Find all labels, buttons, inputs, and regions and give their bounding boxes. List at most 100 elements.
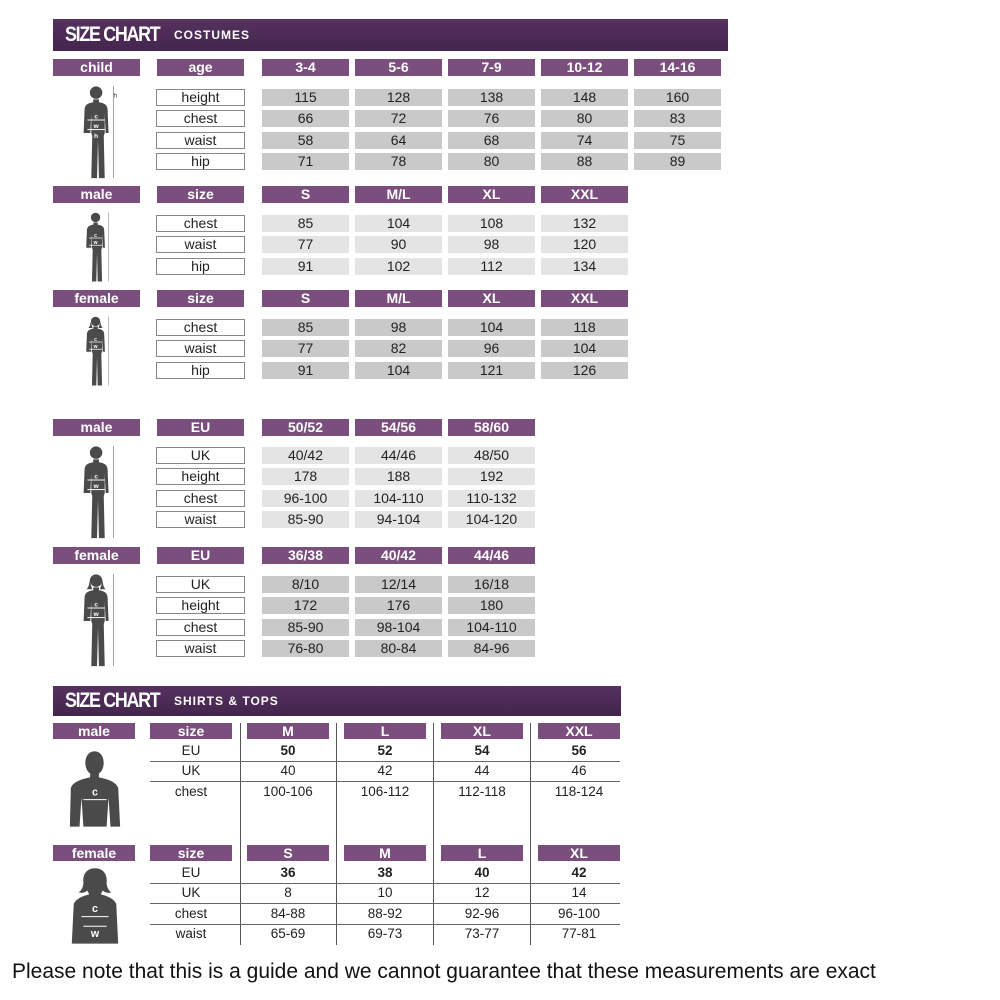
table-cell: 85-90 xyxy=(262,618,349,636)
group-label: male xyxy=(53,186,140,203)
table-cell: 115 xyxy=(262,89,349,106)
svg-text:w: w xyxy=(92,123,99,130)
table-cell: 98-104 xyxy=(355,618,442,636)
female-figure-icon: cw xyxy=(83,573,114,667)
table-cell: 12/14 xyxy=(355,576,442,593)
column-header: 58/60 xyxy=(448,419,535,436)
svg-text:c: c xyxy=(94,233,97,239)
table-cell: 8 xyxy=(284,885,292,901)
table-cell: 77-81 xyxy=(561,925,597,941)
row-label: chest xyxy=(156,215,245,232)
row-divider xyxy=(150,923,620,925)
table-cell: 42 xyxy=(377,763,393,779)
table-cell: 110-132 xyxy=(448,489,535,507)
svg-text:w: w xyxy=(93,344,98,350)
row-label: chest xyxy=(174,783,208,799)
row-label: hip xyxy=(156,152,245,170)
row-label: EU xyxy=(181,743,201,758)
header-label: EU xyxy=(157,419,244,436)
table-cell: 80-84 xyxy=(355,639,442,657)
table-cell: 104 xyxy=(355,361,442,379)
row-label: chest xyxy=(156,489,245,507)
row-divider xyxy=(150,883,620,884)
table-cell: 78 xyxy=(355,152,442,170)
column-header: 50/52 xyxy=(262,419,349,436)
table-cell: 36 xyxy=(280,865,296,880)
table-cell: 38 xyxy=(377,865,393,880)
table-cell: 188 xyxy=(355,468,442,486)
svg-text:h: h xyxy=(94,133,98,140)
table-cell: 40 xyxy=(474,865,490,880)
row-label: waist xyxy=(156,131,245,149)
header-label: size xyxy=(150,845,232,861)
table-cell: 44/46 xyxy=(355,447,442,464)
row-label: chest xyxy=(156,319,245,336)
column-divider xyxy=(240,723,241,945)
table-cell: 46 xyxy=(571,763,587,779)
column-header: 14-16 xyxy=(634,59,721,76)
column-header: XL xyxy=(441,723,523,739)
svg-text:c: c xyxy=(94,114,98,121)
table-cell: 74 xyxy=(541,131,628,149)
table-cell: 68 xyxy=(448,131,535,149)
table-cell: 138 xyxy=(448,89,535,106)
row-label: waist xyxy=(156,236,245,254)
table-cell: 112 xyxy=(448,257,535,275)
table-cell: 96 xyxy=(448,340,535,358)
row-label: waist xyxy=(156,510,245,528)
shirts-banner: SIZE CHART SHIRTS & TOPS xyxy=(53,686,621,716)
table-cell: 12 xyxy=(474,885,490,901)
header-label: EU xyxy=(157,547,244,564)
table-cell: 104-110 xyxy=(448,618,535,636)
banner-title: SIZE CHART xyxy=(65,23,161,46)
row-label: UK xyxy=(156,447,245,464)
table-cell: 96-100 xyxy=(557,905,601,921)
column-header: 36/38 xyxy=(262,547,349,564)
column-header: S xyxy=(262,186,349,203)
table-cell: 75 xyxy=(634,131,721,149)
column-header: L xyxy=(441,845,523,861)
svg-text:w: w xyxy=(92,611,99,618)
table-cell: 69-73 xyxy=(367,925,403,941)
row-label: hip xyxy=(156,257,245,275)
table-cell: 160 xyxy=(634,89,721,106)
header-label: age xyxy=(157,59,244,76)
column-header: XL xyxy=(448,290,535,307)
male-figure-icon: cw xyxy=(83,445,114,539)
table-cell: 98 xyxy=(448,236,535,254)
svg-text:w: w xyxy=(93,240,98,246)
svg-text:h: h xyxy=(113,92,117,99)
column-divider xyxy=(433,723,434,945)
table-cell: 64 xyxy=(355,131,442,149)
table-cell: 112-118 xyxy=(458,783,506,799)
table-cell: 82 xyxy=(355,340,442,358)
group-label: child xyxy=(53,59,140,76)
header-label: size xyxy=(157,186,244,203)
row-label: waist xyxy=(156,340,245,358)
row-label: UK xyxy=(181,763,201,779)
group-label: female xyxy=(53,547,140,564)
table-cell: 104 xyxy=(541,340,628,358)
row-label: waist xyxy=(175,925,207,941)
table-cell: 102 xyxy=(355,257,442,275)
table-cell: 77 xyxy=(262,340,349,358)
table-cell: 65-69 xyxy=(270,925,306,941)
table-cell: 73-77 xyxy=(464,925,500,941)
row-divider xyxy=(150,781,620,783)
table-cell: 132 xyxy=(541,215,628,232)
column-header: M xyxy=(344,845,426,861)
table-cell: 176 xyxy=(355,597,442,615)
column-header: 10-12 xyxy=(541,59,628,76)
svg-text:c: c xyxy=(94,602,98,609)
table-cell: 76-80 xyxy=(262,639,349,657)
row-label: UK xyxy=(156,576,245,593)
column-header: XL xyxy=(448,186,535,203)
table-cell: 88-92 xyxy=(367,905,403,921)
column-header: 40/42 xyxy=(355,547,442,564)
row-label: chest xyxy=(156,618,245,636)
column-header: L xyxy=(344,723,426,739)
table-cell: 85-90 xyxy=(262,510,349,528)
table-cell: 66 xyxy=(262,110,349,128)
table-cell: 108 xyxy=(448,215,535,232)
